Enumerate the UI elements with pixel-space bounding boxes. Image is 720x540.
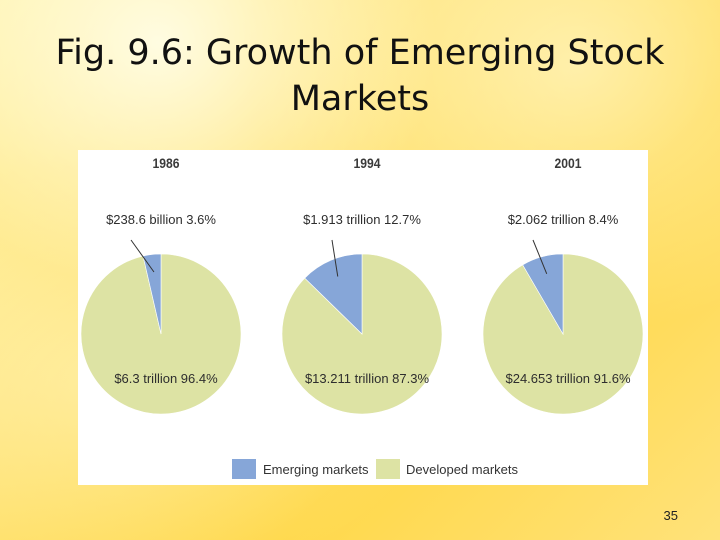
legend-label-emerging-markets: Emerging markets <box>263 462 369 477</box>
pie-year-label-1994: 1994 <box>354 155 381 171</box>
slide-number: 35 <box>663 508 678 523</box>
legend-swatch-developed-markets <box>376 459 400 479</box>
title-line-1: Fig. 9.6: Growth of Emerging Stock <box>55 33 665 73</box>
pie-leader-line-1994 <box>331 239 339 277</box>
pie-label-emerging-1986: $238.6 billion 3.6% <box>106 212 216 227</box>
legend-label-developed-markets: Developed markets <box>406 462 518 477</box>
pie-slice-emerging-1994 <box>304 253 363 335</box>
pie-slice-emerging-2001 <box>522 253 564 336</box>
pie-charts-svg: 1986 $238.6 billion 3.6% $6.3 trillion 96.… <box>80 155 644 479</box>
title-line-2: Markets <box>290 79 430 119</box>
pie-label-developed-1994: $13.211 trillion 87.3% <box>305 371 430 386</box>
pie-label-developed-1986: $6.3 trillion 96.4% <box>114 371 218 386</box>
pie-label-emerging-1994: $1.913 trillion 12.7% <box>303 212 421 227</box>
pie-label-emerging-2001: $2.062 trillion 8.4% <box>508 212 619 227</box>
slide-title: Fig. 9.6: Growth of Emerging Stock Marke… <box>0 30 720 122</box>
pie-leader-line-1986 <box>130 239 155 273</box>
chart-panel: 1986 $238.6 billion 3.6% $6.3 trillion 96.… <box>78 150 648 485</box>
pie-year-label-2001: 2001 <box>555 155 582 171</box>
pie-year-label-1986: 1986 <box>153 155 180 171</box>
legend-swatch-emerging-markets <box>232 459 256 479</box>
pie-leader-line-2001 <box>532 239 548 274</box>
pie-label-developed-2001: $24.653 trillion 91.6% <box>505 371 630 386</box>
